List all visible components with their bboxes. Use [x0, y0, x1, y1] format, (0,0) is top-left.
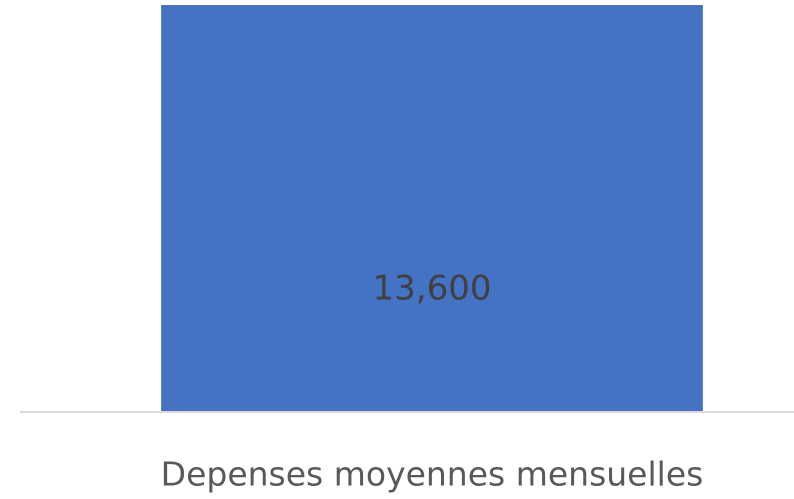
bar — [161, 5, 703, 412]
x-tick-label: Depenses moyennes mensuelles — [161, 455, 704, 494]
data-label: 13,600 — [373, 268, 492, 308]
